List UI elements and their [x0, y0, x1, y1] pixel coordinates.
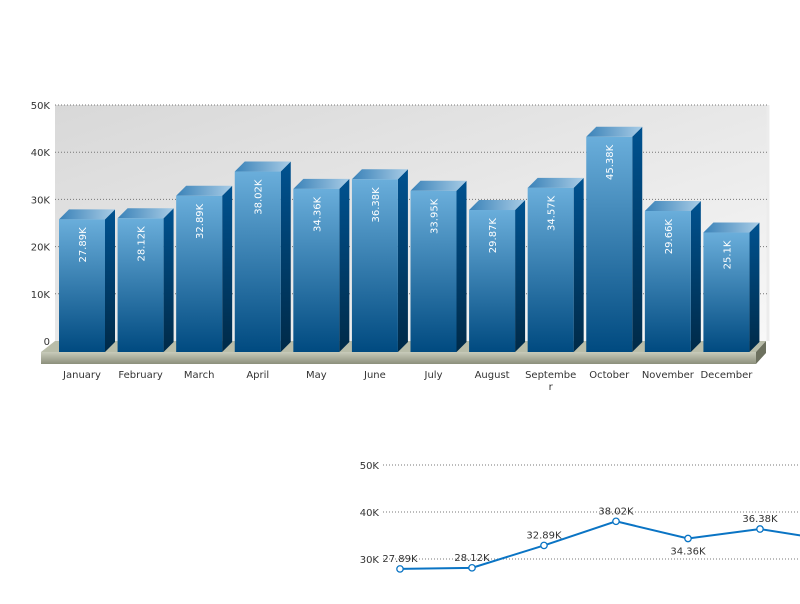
bar-top — [410, 180, 467, 191]
bar-data-label: 36.38K — [371, 187, 382, 223]
bar-data-label: 38.02K — [254, 179, 265, 215]
data-point — [540, 541, 548, 550]
bar-data-label: 32.89K — [195, 203, 206, 239]
bar-side — [280, 161, 291, 352]
x-tick-label: January — [62, 370, 101, 381]
bar — [703, 232, 750, 352]
point-data-label: 38.02K — [598, 506, 634, 517]
bar-data-label: 25.1K — [722, 240, 733, 269]
bar-side — [749, 222, 760, 352]
x-tick-label: May — [306, 370, 327, 381]
bar-data-label: 28.12K — [137, 226, 148, 262]
bar-top — [586, 126, 643, 137]
point-data-label: 34.36K — [670, 547, 706, 558]
bar-chart: 0 10K 20K 30K 40K 50K 27.89K January 28.12K Febru… — [31, 101, 770, 393]
bar-data-label: 29.87K — [488, 218, 499, 254]
point-data-label: 36.38K — [742, 514, 778, 525]
y-tick-label: 50K — [360, 461, 380, 472]
data-point — [756, 525, 764, 533]
bar-top — [469, 200, 526, 211]
y-tick-label: 50K — [31, 101, 51, 112]
bar-side — [515, 200, 526, 352]
bar — [176, 195, 223, 352]
point-data-label: 32.89K — [526, 530, 562, 541]
bar-data-label: 33.95K — [430, 198, 441, 234]
bar — [234, 171, 281, 352]
data-point — [396, 565, 404, 573]
bar-top — [293, 178, 350, 189]
bar — [469, 210, 516, 352]
bar-side — [456, 180, 467, 352]
bar-top — [117, 208, 174, 219]
x-tick-label: November — [642, 370, 695, 381]
x-tick-label: June — [363, 370, 386, 381]
bar-top — [351, 169, 408, 180]
bar-side — [105, 209, 115, 352]
bar — [527, 187, 574, 352]
data-point — [468, 563, 476, 572]
bar-top — [527, 177, 584, 188]
bar — [410, 190, 457, 352]
bar-top — [644, 201, 701, 212]
point-data-label: 28.12K — [454, 553, 490, 564]
bar-top — [234, 161, 291, 172]
bar-side — [632, 126, 643, 352]
x-tick-label: August — [475, 370, 510, 381]
x-tick-label: April — [246, 370, 269, 381]
floor-front — [41, 352, 756, 364]
bar-top — [59, 209, 115, 220]
bar-data-label: 34.36K — [312, 196, 323, 232]
bar-side — [690, 201, 701, 352]
y-tick-label: 10K — [31, 290, 51, 301]
bar-side — [339, 178, 350, 352]
x-tick-label: October — [589, 370, 630, 381]
y-tick-label: 20K — [31, 243, 51, 254]
bar — [351, 179, 398, 352]
x-tick-label: March — [184, 370, 214, 381]
bar-data-label: 34.57K — [547, 195, 558, 231]
bar-top — [703, 222, 760, 233]
x-tick-label: Septembe — [525, 370, 576, 381]
line-chart: 30K 40K 50K 27.89K 28.12K 32.89K 38.02K 34.36K 3… — [360, 461, 800, 573]
y-tick-label: 0 — [44, 337, 50, 348]
bar — [293, 188, 340, 352]
data-point — [684, 534, 692, 543]
data-point — [612, 517, 620, 526]
y-tick-label: 40K — [31, 148, 51, 159]
bar-data-label: 45.38K — [605, 144, 616, 180]
bar — [644, 211, 691, 352]
x-tick-label: December — [700, 370, 753, 381]
y-tick-label: 40K — [360, 508, 380, 519]
bar — [59, 219, 105, 352]
bar-top — [176, 185, 233, 196]
y-tick-label: 30K — [31, 195, 51, 206]
bar-data-label: 29.66K — [664, 219, 675, 255]
bar-side — [222, 185, 233, 352]
point-data-label: 27.89K — [382, 554, 418, 565]
x-tick-label-wrap: r — [549, 382, 554, 393]
floor-side — [756, 341, 766, 364]
bar-side — [163, 208, 174, 352]
y-tick-label: 30K — [360, 555, 380, 566]
bar — [117, 218, 164, 352]
bar-side — [397, 169, 408, 352]
x-tick-label: February — [118, 370, 162, 381]
bar — [586, 136, 633, 352]
bar-data-label: 27.89K — [78, 227, 89, 263]
bar-side — [573, 177, 584, 352]
x-tick-label: July — [424, 370, 443, 381]
